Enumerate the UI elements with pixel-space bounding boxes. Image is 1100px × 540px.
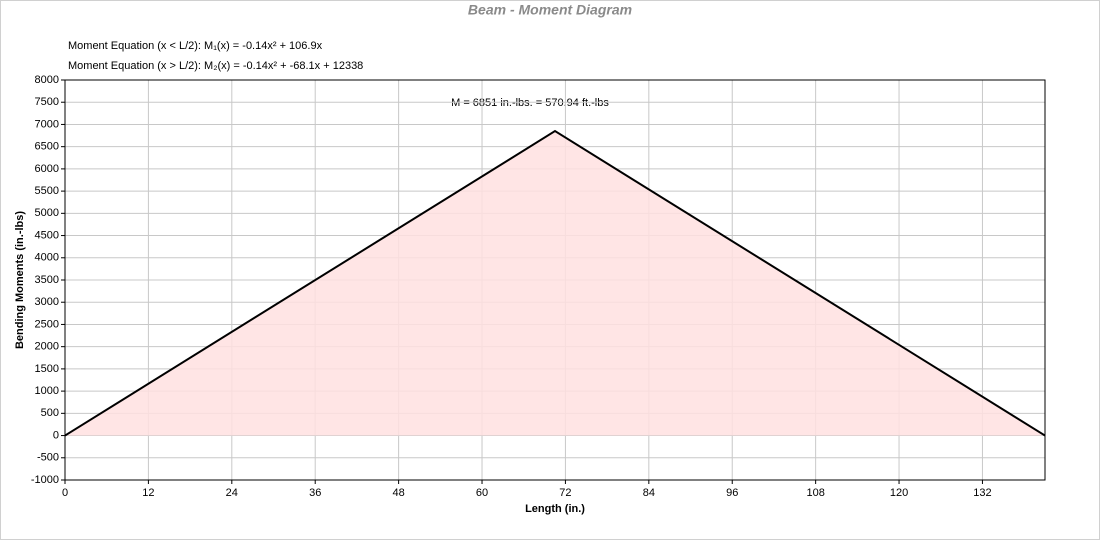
- y-tick-label: -500: [37, 452, 59, 464]
- y-tick-label: 7500: [35, 96, 59, 108]
- equation: Moment Equation (x > L/2): M₂(x) = -0.14…: [68, 60, 363, 72]
- y-tick-label: 1000: [35, 385, 59, 397]
- y-tick-label: 5500: [35, 185, 59, 197]
- y-tick-label: 8000: [35, 74, 59, 86]
- y-tick-label: 5000: [35, 207, 59, 219]
- y-axis-label: Bending Moments (in.-lbs): [14, 211, 26, 349]
- y-tick-label: 2500: [35, 318, 59, 330]
- x-tick-label: 24: [226, 487, 238, 499]
- y-tick-label: 6000: [35, 163, 59, 175]
- y-tick-label: 3000: [35, 296, 59, 308]
- x-tick-label: 12: [142, 487, 154, 499]
- y-tick-label: 0: [53, 429, 59, 441]
- area-fill: [65, 131, 1045, 436]
- plot-frame: [64, 79, 1046, 481]
- y-tick-label: 2000: [35, 341, 59, 353]
- x-tick-label: 0: [62, 487, 68, 499]
- x-tick-label: 60: [476, 487, 488, 499]
- x-tick-label: 132: [973, 487, 991, 499]
- y-tick-label: 6500: [35, 141, 59, 153]
- x-tick-label: 96: [726, 487, 738, 499]
- y-tick-label: -1000: [31, 474, 59, 486]
- x-tick-label: 120: [890, 487, 908, 499]
- y-tick-label: 1500: [35, 363, 59, 375]
- peak-annotation: M = 6851 in.-lbs. = 570.94 ft.-lbs: [451, 97, 609, 109]
- x-tick-label: 84: [643, 487, 655, 499]
- chart-title: Beam - Moment Diagram: [468, 2, 632, 18]
- y-tick-label: 3500: [35, 274, 59, 286]
- y-tick-label: 7000: [35, 118, 59, 130]
- y-tick-label: 4000: [35, 252, 59, 264]
- moment-line: [64, 129, 1046, 437]
- x-tick-label: 72: [559, 487, 571, 499]
- y-tick-label: 500: [41, 407, 59, 419]
- x-tick-label: 36: [309, 487, 321, 499]
- x-tick-label: 108: [806, 487, 824, 499]
- x-tick-label: 48: [392, 487, 404, 499]
- equation: Moment Equation (x < L/2): M₁(x) = -0.14…: [68, 40, 323, 52]
- x-axis-label: Length (in.): [525, 503, 585, 515]
- y-tick-label: 4500: [35, 229, 59, 241]
